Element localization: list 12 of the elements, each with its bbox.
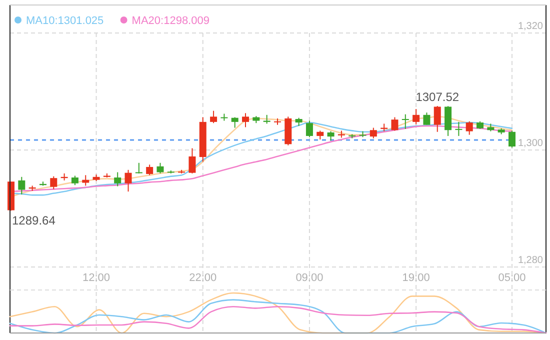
- legend-label: MA20:1298.009: [132, 15, 210, 27]
- x-tick-label: 12:00: [82, 272, 110, 284]
- legend-label: MA10:1301.025: [26, 15, 104, 27]
- annotation: 1307.52: [416, 90, 460, 104]
- y-tick-label: 1,280: [518, 255, 544, 266]
- x-tick-label: 22:00: [189, 272, 217, 284]
- y-tick-label: 1,300: [518, 138, 544, 149]
- x-tick-label: 09:00: [296, 272, 324, 284]
- x-tick-label: 05:00: [498, 272, 526, 284]
- y-tick-label: 1,320: [518, 21, 544, 32]
- annotation: 1289.64: [12, 214, 56, 228]
- x-tick-label: 19:00: [402, 272, 430, 284]
